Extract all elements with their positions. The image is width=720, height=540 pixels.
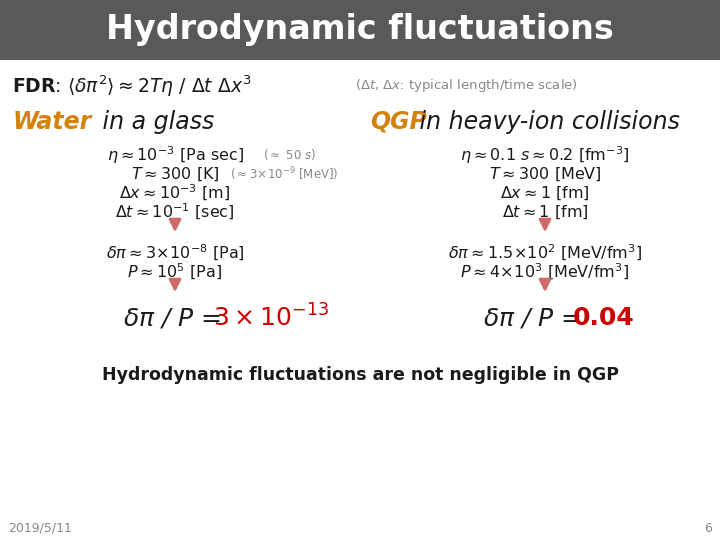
Text: $\mathbf{FDR}$: $\langle \delta\pi^2 \rangle \approx 2T\eta\ /\ \Delta t\ \Delta: $\mathbf{FDR}$: $\langle \delta\pi^2 \ra… [12, 73, 251, 99]
Text: $\delta\pi \approx 1.5\!\times\!10^{2}$ [MeV/fm$^3$]: $\delta\pi \approx 1.5\!\times\!10^{2}$ … [448, 243, 642, 263]
Text: 0.04: 0.04 [573, 306, 635, 330]
Text: $3\times10^{-13}$: $3\times10^{-13}$ [213, 305, 329, 332]
Text: 2019/5/11: 2019/5/11 [8, 522, 72, 535]
Text: ($\approx$ 50 $s$): ($\approx$ 50 $s$) [263, 147, 316, 163]
Text: $P \approx 4\!\times\!10^{3}$ [MeV/fm$^3$]: $P \approx 4\!\times\!10^{3}$ [MeV/fm$^3… [460, 262, 629, 282]
Text: ($\Delta t$, $\Delta x$: typical length/time scale): ($\Delta t$, $\Delta x$: typical length/… [355, 78, 578, 94]
Text: in a glass: in a glass [95, 110, 215, 134]
Text: Hydrodynamic fluctuations are not negligible in QGP: Hydrodynamic fluctuations are not neglig… [102, 366, 618, 384]
Text: $\eta \approx 0.1\ s \approx 0.2$ [fm$^{-3}$]: $\eta \approx 0.1\ s \approx 0.2$ [fm$^{… [460, 144, 630, 166]
Text: $\delta\pi$ / $P$ =: $\delta\pi$ / $P$ = [123, 306, 221, 330]
Text: $T \approx 300$ [MeV]: $T \approx 300$ [MeV] [489, 165, 601, 183]
Text: $\Delta t \approx 10^{-1}$ [sec]: $\Delta t \approx 10^{-1}$ [sec] [115, 202, 235, 222]
Text: $\Delta x \approx 10^{-3}$ [m]: $\Delta x \approx 10^{-3}$ [m] [120, 183, 230, 203]
Bar [0, 0, 720, 60]
Text: $T \approx 300$ [K]: $T \approx 300$ [K] [130, 165, 220, 183]
Text: in heavy-ion collisions: in heavy-ion collisions [412, 110, 680, 134]
Text: $\Delta t \approx 1$ [fm]: $\Delta t \approx 1$ [fm] [502, 203, 588, 221]
Text: $\delta\pi$ / $P$ =: $\delta\pi$ / $P$ = [483, 306, 581, 330]
Text: Hydrodynamic fluctuations: Hydrodynamic fluctuations [106, 14, 614, 46]
Text: $\Delta x \approx 1$ [fm]: $\Delta x \approx 1$ [fm] [500, 184, 590, 202]
Text: Water: Water [12, 110, 91, 134]
Text: 6: 6 [704, 522, 712, 535]
Text: QGP: QGP [370, 110, 427, 134]
Text: $P \approx 10^{5}$ [Pa]: $P \approx 10^{5}$ [Pa] [127, 262, 222, 282]
Text: $\eta \approx 10^{-3}$ [Pa sec]: $\eta \approx 10^{-3}$ [Pa sec] [107, 144, 243, 166]
Text: $\delta\pi \approx 3\!\times\!10^{-8}$ [Pa]: $\delta\pi \approx 3\!\times\!10^{-8}$ [… [106, 243, 244, 263]
Text: ($\approx 3\!\times\!10^{-9}$ [MeV]): ($\approx 3\!\times\!10^{-9}$ [MeV]) [230, 165, 338, 183]
